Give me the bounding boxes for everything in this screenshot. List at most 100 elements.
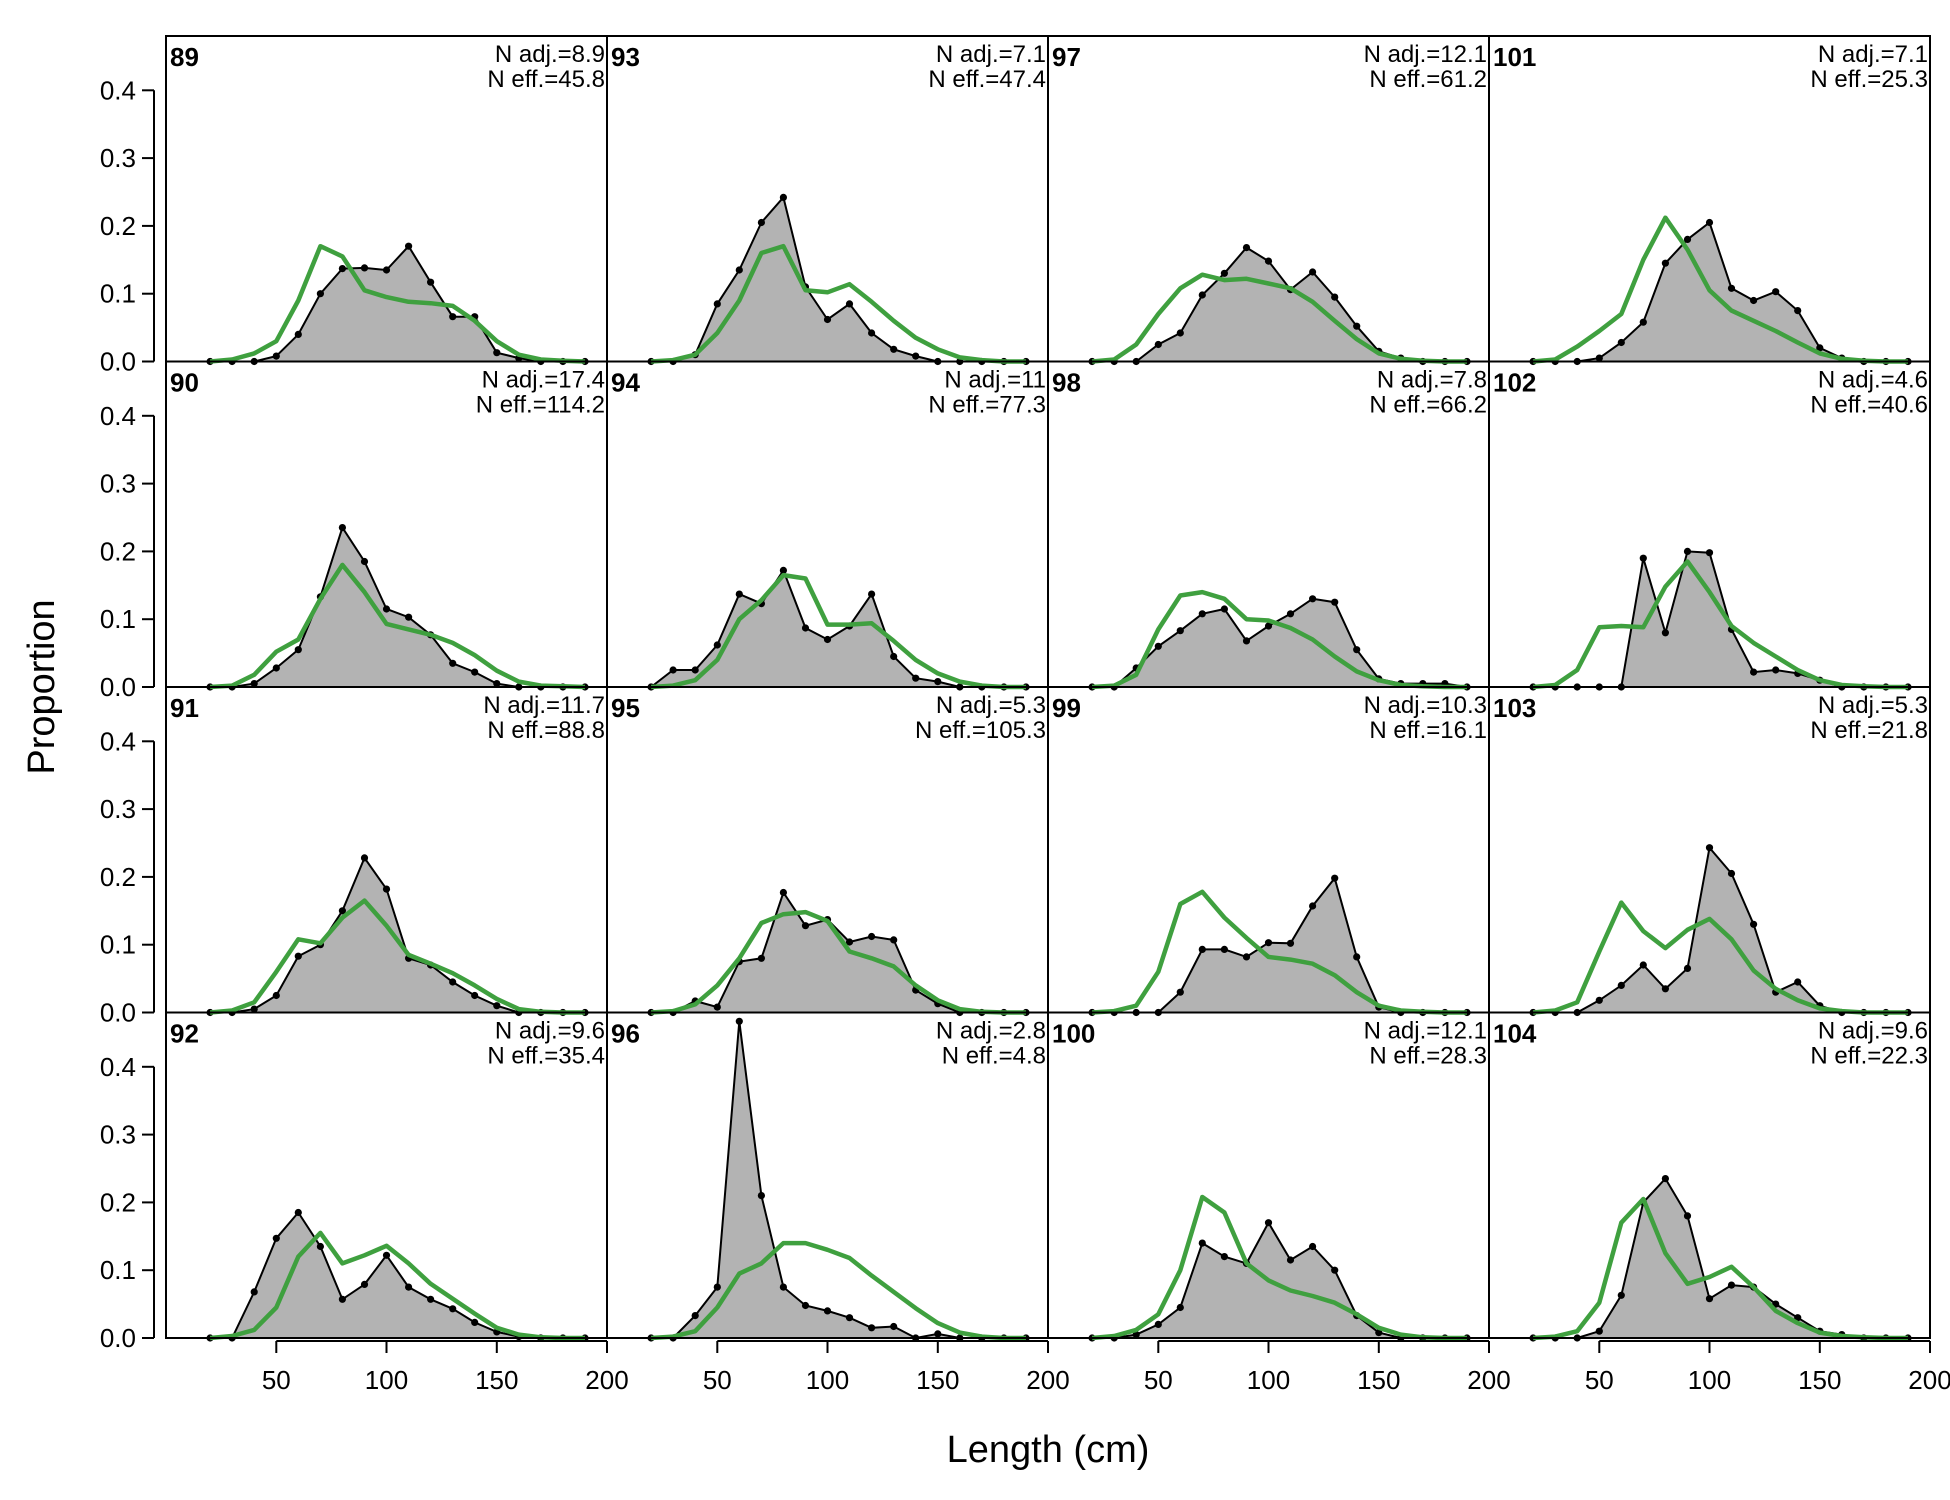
n-adj-label: N adj.=5.3 [1818,692,1928,719]
observed-point [1595,996,1603,1004]
observed-point [493,680,501,688]
n-eff-label: N eff.=114.2 [476,392,605,419]
x-tick-label: 100 [365,1365,408,1395]
x-tick-label: 50 [262,1365,291,1395]
observed-point [868,1324,876,1332]
panel-96: 96 N adj.=2.8N eff.=4.8 [606,1011,1049,1342]
y-tick-label: 0.0 [100,672,136,702]
observed-point [250,680,258,688]
observed-point [779,888,788,897]
observed-point [1683,235,1692,243]
expected-line [1532,1196,1908,1341]
observed-point [1353,322,1361,330]
observed-point [890,652,898,661]
x-tick-label: 150 [916,1365,959,1395]
observed-point [1683,1212,1692,1220]
observed-point [338,1295,346,1303]
observed-point [427,1295,435,1303]
panel-97: 97 N adj.=12.1N eff.=61.2 [1047,35,1490,366]
observed-point [1727,284,1736,292]
panel-label: 104 [1493,1019,1537,1049]
observed-point [1198,291,1206,299]
panel-92: 92 N adj.=9.6N eff.=35.4 [165,1011,608,1342]
y-tick-label: 0.1 [100,930,136,960]
y-tick-label: 0.4 [100,75,136,105]
panel-90: 90 N adj.=17.4N eff.=114.2 [165,360,608,691]
n-eff-label: N eff.=88.8 [487,717,605,744]
observed-point [845,938,854,946]
observed-point [382,885,391,893]
observed-point [1242,244,1251,252]
observed-point [1309,595,1317,603]
y-tick-label: 0.3 [100,1120,136,1150]
observed-point [427,278,435,286]
y-tick-label: 0.4 [100,401,136,431]
observed-point [1639,961,1647,969]
observed-point [1176,329,1184,337]
panel-101: 101 N adj.=7.1N eff.=25.3 [1488,35,1931,366]
n-adj-label: N adj.=10.3 [1364,692,1487,719]
y-tick-label: 0.2 [100,1187,136,1217]
observed-point [1154,340,1162,349]
x-tick-label: 200 [1467,1365,1510,1395]
observed-point [449,978,457,986]
observed-point [1661,985,1669,993]
x-tick-label: 150 [475,1365,518,1395]
expected-line [209,243,586,364]
observed-point [868,932,876,941]
observed-point [1176,1303,1184,1312]
observed-point [868,329,876,337]
observed-point [272,1234,280,1242]
y-tick-label: 0.3 [100,794,136,824]
expected-line [209,562,586,690]
x-tick-label: 200 [585,1365,628,1395]
n-adj-label: N adj.=8.9 [495,41,605,68]
observed-point [1286,610,1295,618]
expected-line [650,1240,1026,1341]
panel-frame [1488,1011,1931,1339]
n-eff-label: N eff.=35.4 [487,1043,605,1070]
observed-point [405,242,413,250]
observed-point [382,266,391,274]
expected-line [1532,215,1908,364]
x-tick-label: 100 [806,1365,849,1395]
observed-point [779,193,788,201]
expected-line [650,909,1026,1015]
observed-point [1331,598,1339,606]
y-tick-label: 0.2 [100,536,136,566]
n-eff-label: N eff.=25.3 [1810,66,1928,93]
observed-point [1286,1256,1295,1264]
observed-point [493,349,501,357]
observed-point [272,664,280,672]
observed-point [669,666,677,674]
observed-point [934,1330,942,1338]
observed-point [1794,1314,1802,1322]
observed-point [1683,547,1692,556]
observed-point [1794,978,1802,986]
observed-point [360,264,369,272]
observed-area [210,246,585,362]
expected-line [650,243,1026,364]
observed-point [912,352,920,360]
observed-point [1617,338,1625,347]
n-adj-label: N adj.=9.6 [495,1018,605,1045]
y-tick-label: 0.3 [100,469,136,499]
n-adj-label: N adj.=5.3 [936,692,1046,719]
y-tick-label: 0.2 [100,862,136,892]
observed-point [294,330,302,338]
observed-point [823,315,832,324]
observed-point [316,1242,324,1251]
observed-point [1661,259,1669,267]
observed-point [1595,354,1603,362]
panel-label: 98 [1052,368,1081,398]
observed-point [316,290,324,298]
observed-point [1242,953,1251,961]
observed-area [651,197,1026,362]
panel-label: 92 [170,1019,199,1049]
observed-area [651,570,1026,687]
n-adj-label: N adj.=12.1 [1364,41,1487,68]
expected-line [209,898,585,1015]
observed-point [294,646,302,654]
observed-point [1309,902,1317,910]
